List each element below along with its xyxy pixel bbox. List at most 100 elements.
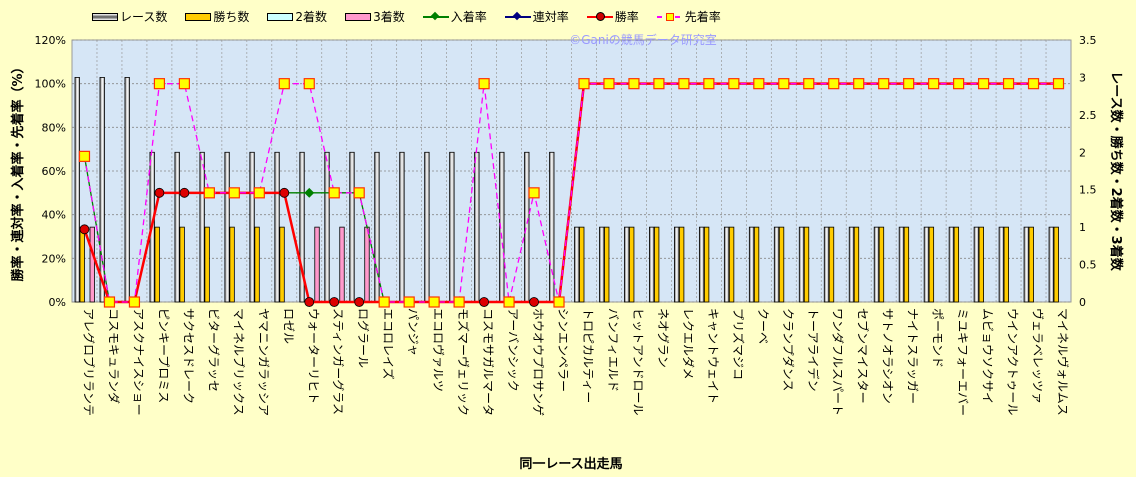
legend-third: 3着数 (345, 8, 405, 25)
bar-race-count (74, 77, 80, 303)
bar-race-count (224, 151, 230, 303)
x-tick-label: シンエンペラー (556, 308, 570, 392)
bar-wins (654, 226, 660, 303)
x-tick-label: セブンマイスター (856, 308, 871, 404)
x-tick-label: ホウオウプロサンゲ (531, 308, 545, 416)
point-ahead-rate (128, 296, 141, 308)
x-tick-label: サトノオラシオン (881, 308, 895, 404)
y-right-tick-label: 1.5 (1079, 184, 1097, 197)
bar-third (364, 226, 370, 303)
x-tick-label: ヴェラベレッツァ (1031, 308, 1046, 404)
x-tick-label: マイネルブリックス (231, 308, 246, 416)
point-ahead-rate (278, 78, 290, 90)
bar-wins (204, 226, 210, 303)
bar-wins (803, 226, 810, 303)
bar-wins (79, 226, 85, 303)
line-ahead-rate (83, 83, 1059, 303)
point-ahead-rate (353, 187, 365, 199)
x-tick-label: レクエルダメ (681, 308, 696, 380)
bar-wins (254, 226, 260, 303)
point-ahead-rate (203, 187, 215, 199)
bar-wins (778, 226, 785, 303)
point-ahead-rate (453, 296, 465, 308)
legend-label: 入着率 (450, 10, 487, 24)
point-ahead-rate (703, 78, 715, 90)
x-tick-label: ログラール (356, 308, 370, 368)
bar-race-count (574, 226, 580, 303)
legend-ahead-rate: 先着率 (656, 8, 721, 25)
legend-second: 2着数 (267, 8, 327, 25)
bar-wins (154, 226, 160, 303)
bar-race-count (1048, 226, 1054, 303)
point-ahead-rate (803, 78, 815, 90)
y-right-tick-label: 2 (1079, 146, 1086, 159)
bar-wins (179, 226, 185, 303)
y-left-tick-label: 80% (42, 121, 66, 134)
legend-label: レース数 (120, 10, 168, 24)
x-tick-label: ヒットアンドロール (631, 308, 645, 416)
legend-win-rate: 勝率 (586, 8, 639, 25)
x-tick-label: ネオグラン (656, 308, 670, 368)
bar-wins (629, 226, 635, 303)
x-axis-title: 同一レース出走馬 (519, 456, 622, 472)
y-left-tick-label: 120% (35, 34, 66, 47)
bar-wins (903, 226, 910, 303)
x-tick-label: エコロレイズ (381, 308, 396, 380)
point-ahead-rate (1052, 78, 1065, 90)
bar-race-count (349, 151, 355, 303)
x-tick-label: ビターグラッセ (206, 308, 220, 392)
point-ahead-rate (778, 78, 790, 90)
point-win-rate (329, 297, 340, 307)
legend-label: 勝ち数 (213, 10, 250, 24)
point-win-rate (479, 297, 489, 307)
bar-race-count (848, 226, 855, 303)
bar-third (314, 226, 320, 303)
y-left-tick-label: 40% (42, 209, 66, 222)
bar-race-count (474, 151, 480, 303)
x-tick-label: クランプダンス (781, 308, 796, 391)
bar-wins (229, 226, 235, 303)
bar-race-count (274, 151, 280, 303)
bar-race-count (524, 151, 530, 303)
y-axis-left-title: 勝率・連対率・入着率・先着率（%） (10, 60, 26, 281)
point-ahead-rate (603, 78, 615, 90)
point-ahead-rate (103, 296, 116, 308)
bar-wins (728, 226, 735, 303)
bar-race-count (299, 151, 305, 303)
y-right-tick-label: 0.5 (1079, 259, 1097, 272)
point-ahead-rate (977, 78, 990, 90)
legend-place-rate: 入着率 (422, 8, 487, 25)
y-right-tick-label: 3.5 (1079, 34, 1097, 47)
bar-race-count (599, 226, 605, 303)
x-tick-label: プリズマジコ (731, 308, 746, 380)
bar-race-count (674, 226, 680, 303)
x-tick-label: コスモサガルマータ (481, 308, 495, 416)
bar-race-count (424, 151, 430, 303)
legend: レース数 勝ち数 2着数 3着数 入着率 連対率 勝率 先着率 (92, 8, 721, 25)
point-ahead-rate (478, 78, 490, 90)
bar-race-count (748, 226, 755, 303)
bar-race-count (449, 151, 455, 303)
bar-race-count (1023, 226, 1029, 303)
x-tick-label: ワンダフルスパート (831, 308, 846, 416)
legend-race-count: レース数 (92, 8, 167, 25)
point-win-rate (179, 187, 190, 198)
bar-race-count (698, 226, 705, 303)
point-ahead-rate (928, 78, 940, 90)
bar-race-count (624, 226, 630, 303)
bar-wins (279, 226, 285, 303)
legend-wins: 勝ち数 (185, 8, 249, 25)
x-tick-label: ロゼル (281, 308, 295, 344)
point-ahead-rate (578, 78, 590, 90)
x-tick-label: トロピカルティー (581, 308, 595, 403)
bar-race-count (973, 226, 979, 303)
bar-wins (1028, 226, 1034, 303)
legend-quinella-rate: 連対率 (504, 8, 569, 25)
bar-race-count (998, 226, 1004, 303)
x-tick-label: ウインアクトゥール (1006, 308, 1020, 415)
x-tick-label: コスモキュランダ (106, 308, 121, 404)
point-ahead-rate (553, 296, 565, 308)
y-right-tick-label: 0 (1079, 296, 1086, 309)
bar-race-count (199, 151, 205, 303)
